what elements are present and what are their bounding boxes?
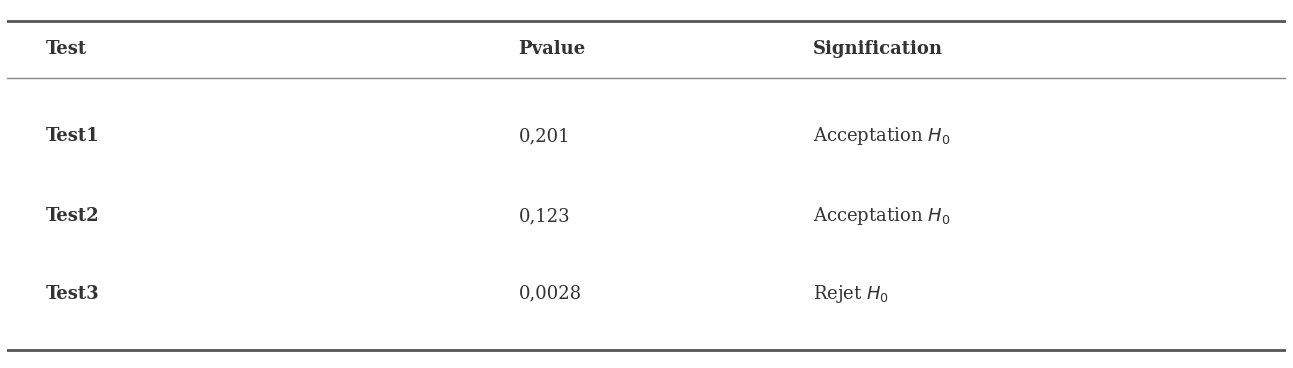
Text: Test2: Test2 [45, 207, 100, 225]
Text: Test: Test [45, 40, 87, 59]
Text: Test1: Test1 [45, 127, 100, 145]
Text: Acceptation $\mathit{H}_0$: Acceptation $\mathit{H}_0$ [813, 205, 950, 227]
Text: Signification: Signification [813, 40, 943, 59]
Text: Test3: Test3 [45, 285, 100, 303]
Text: Acceptation $\mathit{H}_0$: Acceptation $\mathit{H}_0$ [813, 125, 950, 147]
Text: Pvalue: Pvalue [518, 40, 586, 59]
Text: 0,123: 0,123 [518, 207, 570, 225]
Text: Rejet $\mathit{H}_0$: Rejet $\mathit{H}_0$ [813, 283, 888, 305]
Text: 0,201: 0,201 [518, 127, 570, 145]
Text: 0,0028: 0,0028 [518, 285, 582, 303]
